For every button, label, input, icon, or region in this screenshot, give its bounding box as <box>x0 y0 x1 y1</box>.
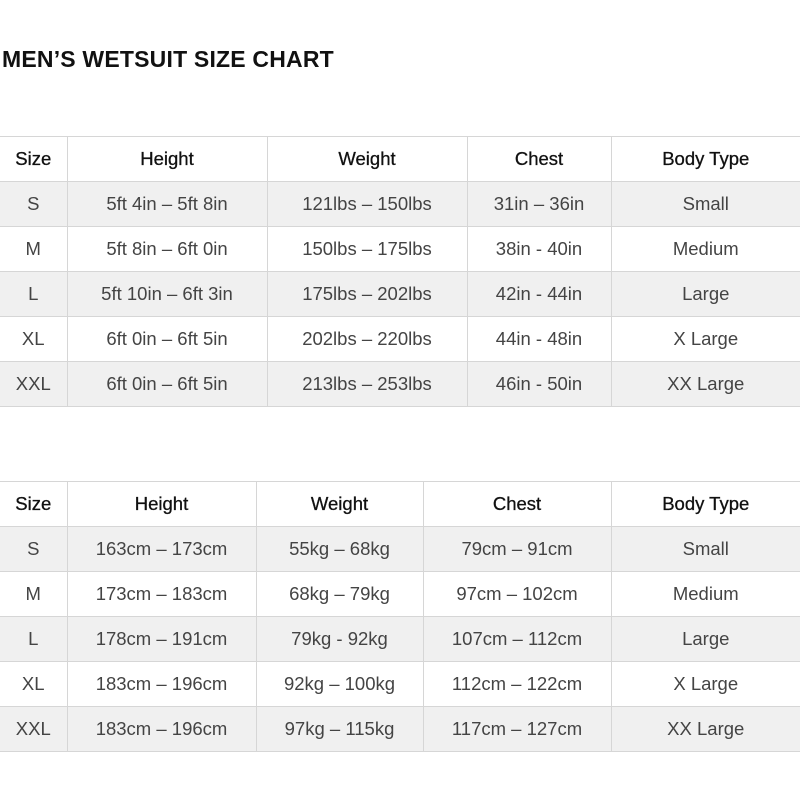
cell-weight: 68kg – 79kg <box>255 571 424 617</box>
cell-chest: 117cm – 127cm <box>422 706 612 752</box>
cell-chest: 31in – 36in <box>466 181 612 227</box>
table-row: M 5ft 8in – 6ft 0in 150lbs – 175lbs 38in - … <box>0 226 800 272</box>
cell-size: L <box>0 616 68 662</box>
column-header-body-type: Body Type <box>610 136 800 182</box>
cell-body-type: X Large <box>610 661 800 707</box>
cell-chest: 97cm – 102cm <box>422 571 612 617</box>
column-header-chest: Chest <box>466 136 612 182</box>
table-row: M 173cm – 183cm 68kg – 79kg 97cm – 102cm Med… <box>0 571 800 617</box>
cell-weight: 213lbs – 253lbs <box>266 361 468 407</box>
cell-height: 173cm – 183cm <box>66 571 257 617</box>
cell-body-type: Large <box>610 616 800 662</box>
column-header-size: Size <box>0 481 68 527</box>
imperial-size-table: Size Height Weight Chest Body Type S 5ft 4in –… <box>0 136 800 407</box>
cell-height: 5ft 4in – 5ft 8in <box>66 181 268 227</box>
header-row: Size Height Weight Chest Body Type <box>0 136 800 182</box>
column-header-size: Size <box>0 136 68 182</box>
cell-size: XL <box>0 316 68 362</box>
column-header-weight: Weight <box>266 136 468 182</box>
table-row: XXL 6ft 0in – 6ft 5in 213lbs – 253lbs 46in … <box>0 361 800 407</box>
cell-chest: 107cm – 112cm <box>422 616 612 662</box>
cell-height: 5ft 10in – 6ft 3in <box>66 271 268 317</box>
cell-body-type: Medium <box>610 571 800 617</box>
cell-chest: 44in - 48in <box>466 316 612 362</box>
cell-weight: 79kg - 92kg <box>255 616 424 662</box>
cell-weight: 55kg – 68kg <box>255 526 424 572</box>
cell-weight: 97kg – 115kg <box>255 706 424 752</box>
cell-chest: 46in - 50in <box>466 361 612 407</box>
cell-height: 5ft 8in – 6ft 0in <box>66 226 268 272</box>
cell-size: S <box>0 181 68 227</box>
cell-size: M <box>0 226 68 272</box>
cell-chest: 79cm – 91cm <box>422 526 612 572</box>
cell-weight: 150lbs – 175lbs <box>266 226 468 272</box>
cell-body-type: Large <box>610 271 800 317</box>
cell-size: XL <box>0 661 68 707</box>
column-header-height: Height <box>66 136 268 182</box>
cell-size: S <box>0 526 68 572</box>
column-header-chest: Chest <box>422 481 612 527</box>
table-row: S 163cm – 173cm 55kg – 68kg 79cm – 91cm Smal… <box>0 526 800 572</box>
cell-height: 183cm – 196cm <box>66 661 257 707</box>
column-header-weight: Weight <box>255 481 424 527</box>
cell-chest: 38in - 40in <box>466 226 612 272</box>
cell-size: XXL <box>0 361 68 407</box>
cell-chest: 42in - 44in <box>466 271 612 317</box>
cell-weight: 202lbs – 220lbs <box>266 316 468 362</box>
cell-weight: 175lbs – 202lbs <box>266 271 468 317</box>
cell-body-type: Medium <box>610 226 800 272</box>
cell-weight: 121lbs – 150lbs <box>266 181 468 227</box>
header-row: Size Height Weight Chest Body Type <box>0 481 800 527</box>
cell-weight: 92kg – 100kg <box>255 661 424 707</box>
table-row: L 178cm – 191cm 79kg - 92kg 107cm – 112cm La… <box>0 616 800 662</box>
cell-body-type: Small <box>610 526 800 572</box>
cell-height: 6ft 0in – 6ft 5in <box>66 361 268 407</box>
cell-chest: 112cm – 122cm <box>422 661 612 707</box>
column-header-height: Height <box>66 481 257 527</box>
cell-body-type: XX Large <box>610 706 800 752</box>
cell-height: 6ft 0in – 6ft 5in <box>66 316 268 362</box>
metric-size-table: Size Height Weight Chest Body Type S 163cm – 1… <box>0 481 800 752</box>
table-row: XL 183cm – 196cm 92kg – 100kg 112cm – 122cm… <box>0 661 800 707</box>
cell-body-type: X Large <box>610 316 800 362</box>
table-row: S 5ft 4in – 5ft 8in 121lbs – 150lbs 31in – … <box>0 181 800 227</box>
cell-body-type: XX Large <box>610 361 800 407</box>
table-row: XL 6ft 0in – 6ft 5in 202lbs – 220lbs 44in -… <box>0 316 800 362</box>
cell-size: M <box>0 571 68 617</box>
cell-height: 183cm – 196cm <box>66 706 257 752</box>
cell-height: 178cm – 191cm <box>66 616 257 662</box>
column-header-body-type: Body Type <box>610 481 800 527</box>
cell-size: XXL <box>0 706 68 752</box>
table-row: L 5ft 10in – 6ft 3in 175lbs – 202lbs 42in -… <box>0 271 800 317</box>
table-row: XXL 183cm – 196cm 97kg – 115kg 117cm – 127c… <box>0 706 800 752</box>
cell-size: L <box>0 271 68 317</box>
cell-body-type: Small <box>610 181 800 227</box>
page-title: MEN’S WETSUIT SIZE CHART <box>2 46 334 72</box>
cell-height: 163cm – 173cm <box>66 526 257 572</box>
